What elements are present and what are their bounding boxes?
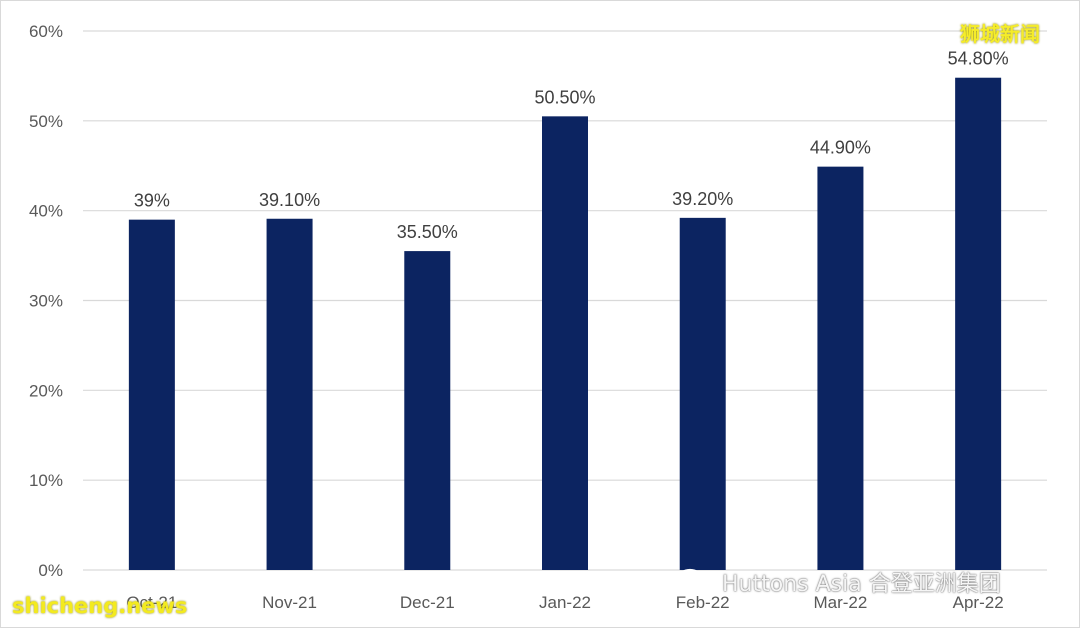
data-label: 54.80%: [948, 49, 1009, 69]
y-tick-label: 30%: [29, 292, 63, 311]
y-tick-label: 40%: [29, 202, 63, 221]
x-tick-label: Feb-22: [676, 593, 730, 612]
bar: [679, 217, 726, 570]
bar: [817, 166, 864, 571]
x-tick-label: Mar-22: [813, 593, 867, 612]
y-tick-label: 10%: [29, 471, 63, 490]
data-label: 44.90%: [810, 138, 871, 158]
bars: [128, 77, 1002, 571]
bar: [955, 77, 1002, 571]
watermark-top-right: 狮城新闻: [960, 22, 1040, 46]
data-label: 50.50%: [534, 87, 595, 107]
y-tick-label: 50%: [29, 112, 63, 131]
bar: [542, 116, 588, 570]
bar: [128, 219, 175, 570]
bar: [404, 251, 451, 570]
data-labels: 39% 39.10% 35.50% 50.50% 39.20% 44.90% 54.80%: [134, 49, 1009, 242]
x-tick-label: Jan-22: [539, 593, 591, 612]
watermark-bottom-left: shicheng.news: [12, 594, 188, 618]
data-label: 39%: [134, 191, 170, 211]
y-axis-ticks: 0% 10% 20% 30% 40% 50% 60%: [29, 22, 63, 580]
x-axis-ticks: Oct-21 Nov-21 Dec-21 Jan-22 Feb-22 Mar-22 Apr-…: [126, 593, 1003, 612]
wechat-icon: [676, 568, 714, 596]
data-label: 35.50%: [397, 222, 458, 242]
bar: [266, 218, 313, 571]
watermark-huttons-text: Huttons Asia 合登亚洲集团: [722, 572, 1001, 597]
x-tick-label: Dec-21: [400, 593, 455, 612]
data-label: 39.10%: [259, 190, 320, 210]
x-tick-label: Apr-22: [953, 593, 1004, 612]
x-tick-label: Nov-21: [262, 593, 317, 612]
watermark-huttons: Huttons Asia 合登亚洲集团: [676, 566, 1001, 598]
y-tick-label: 0%: [38, 561, 63, 580]
y-tick-label: 60%: [29, 22, 63, 41]
x-tick-label: Oct-21: [126, 593, 177, 612]
data-label: 39.20%: [672, 189, 733, 209]
y-tick-label: 20%: [29, 381, 63, 400]
